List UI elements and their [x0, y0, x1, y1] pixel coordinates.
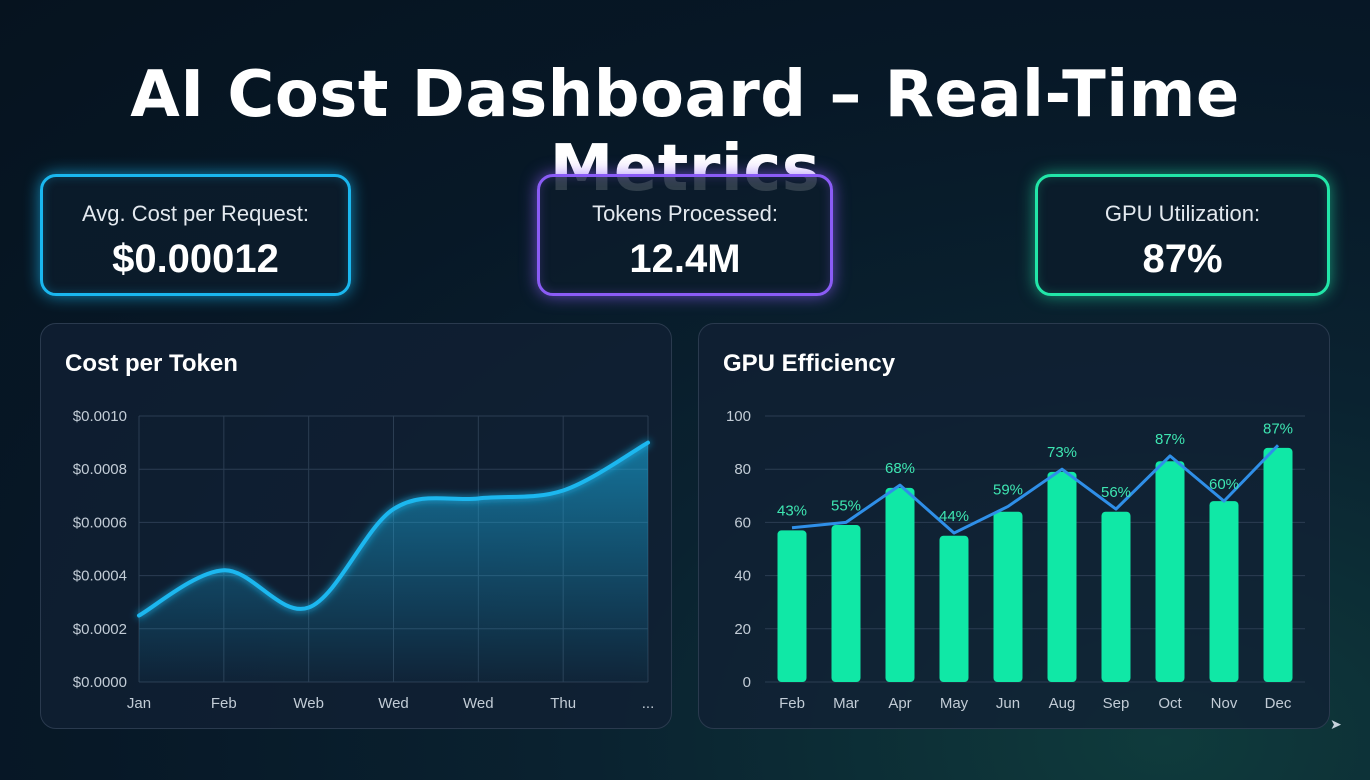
y-tick-label: $0.0006 — [73, 514, 127, 531]
x-tick-label: Wed — [463, 695, 494, 712]
x-tick-label: Wed — [378, 695, 409, 712]
gpu-efficiency-chart: 0 20 40 60 80 100 Feb Mar Apr May Jun Aug Sep Oct Nov D… — [726, 408, 1305, 712]
kpi-card-gpu-utilization: GPU Utilization: 87% — [1035, 174, 1330, 296]
x-tick-label: ... — [642, 695, 655, 712]
kpi-value: 12.4M — [629, 237, 741, 281]
kpi-card-avg-cost: Avg. Cost per Request: $0.00012 — [40, 174, 351, 296]
x-tick-label: Apr — [888, 695, 911, 712]
data-label: 87% — [1263, 420, 1293, 437]
y-tick-label: $0.0000 — [73, 674, 127, 691]
x-tick-label: Feb — [211, 695, 237, 712]
bar — [993, 511, 1023, 682]
x-tick-label: Sep — [1103, 695, 1130, 712]
x-tick-label: Dec — [1265, 695, 1292, 712]
bar — [939, 535, 969, 682]
y-tick-label: 0 — [743, 674, 751, 691]
bar — [1209, 501, 1239, 682]
kpi-label: Avg. Cost per Request: — [81, 201, 310, 226]
data-label: 44% — [939, 508, 969, 525]
data-label: 73% — [1047, 444, 1077, 461]
y-tick-label: 100 — [726, 408, 751, 425]
y-tick-label: $0.0010 — [73, 408, 127, 425]
kpi-label: Tokens Processed: — [592, 201, 778, 226]
kpi-label: GPU Utilization: — [1104, 201, 1261, 226]
bar — [1155, 461, 1185, 682]
page-title: AI Cost Dashboard – Real-Time Metrics — [130, 58, 1240, 206]
y-tick-label: $0.0002 — [73, 621, 127, 638]
x-tick-label: Jan — [127, 695, 151, 712]
x-tick-label: Thu — [550, 695, 576, 712]
data-label: 43% — [777, 503, 807, 520]
y-tick-label: $0.0004 — [73, 568, 127, 585]
x-tick-label: May — [940, 695, 969, 712]
x-tick-label: Jun — [996, 695, 1020, 712]
x-tick-label: Feb — [779, 695, 805, 712]
bar — [777, 530, 807, 682]
bar — [885, 487, 915, 682]
x-tick-label: Web — [293, 695, 324, 712]
kpi-card-tokens: Tokens Processed: 12.4M — [537, 174, 833, 296]
chart-title: GPU Efficiency — [723, 350, 896, 377]
data-label: 68% — [885, 460, 915, 477]
data-label: 55% — [831, 497, 861, 514]
x-tick-label: Mar — [833, 695, 859, 712]
x-tick-label: Nov — [1211, 695, 1238, 712]
y-tick-label: 40 — [734, 568, 751, 585]
data-label: 60% — [1209, 476, 1239, 493]
chart-title: Cost per Token — [65, 350, 238, 377]
kpi-value: 87% — [1142, 237, 1223, 281]
data-label: 59% — [993, 481, 1023, 498]
bar — [1047, 471, 1077, 682]
cost-per-token-chart: $0.0000 $0.0002 $0.0004 $0.0006 $0.0008 $0.00… — [73, 408, 655, 712]
y-tick-label: $0.0008 — [73, 461, 127, 478]
data-label: 87% — [1155, 431, 1185, 448]
area-fill — [139, 442, 648, 682]
kpi-value: $0.00012 — [112, 237, 279, 281]
x-tick-label: Aug — [1049, 695, 1076, 712]
y-tick-label: 60 — [734, 514, 751, 531]
bar — [831, 525, 861, 682]
bar — [1263, 447, 1293, 682]
x-tick-label: Oct — [1158, 695, 1182, 712]
y-tick-label: 80 — [734, 461, 751, 478]
y-tick-label: 20 — [734, 621, 751, 638]
cost-per-token-panel: Cost per Token $0.0000 $0.0002 $0.0004 $0.0… — [40, 323, 672, 729]
gpu-efficiency-panel: GPU Efficiency 0 20 40 60 80 100 Feb Mar Apr May J… — [698, 323, 1330, 729]
bar — [1101, 511, 1131, 682]
arrow-icon: ➤ — [1330, 716, 1342, 732]
data-label: 56% — [1101, 484, 1131, 501]
series-line — [791, 444, 1280, 535]
